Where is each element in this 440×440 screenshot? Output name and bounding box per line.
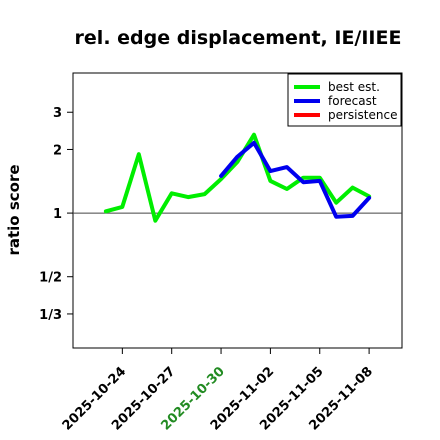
- y-axis-label: ratio score: [5, 164, 23, 255]
- x-axis: 2025-10-242025-10-272025-10-302025-11-02…: [60, 348, 376, 434]
- y-tick-label: 3: [53, 106, 62, 121]
- legend: best est. forecast persistence: [287, 73, 402, 127]
- y-tick-label: 1: [53, 207, 62, 222]
- y-tick-label: 2: [53, 143, 62, 158]
- y-tick-label: 1/3: [39, 308, 62, 323]
- y-axis: 1/3 1/2 1 2 3: [39, 106, 73, 323]
- legend-label-best-est: best est.: [328, 80, 380, 94]
- legend-label-forecast: forecast: [328, 94, 377, 108]
- series-line-best-est: [103, 132, 372, 223]
- y-tick-label: 1/2: [39, 271, 62, 286]
- series-line-forecast: [219, 140, 372, 219]
- legend-label-persistence: persistence: [328, 108, 397, 122]
- series-layer: [103, 132, 372, 223]
- plot-frame: [72, 72, 403, 349]
- chart-title: rel. edge displacement, IE/IIEE: [75, 27, 402, 49]
